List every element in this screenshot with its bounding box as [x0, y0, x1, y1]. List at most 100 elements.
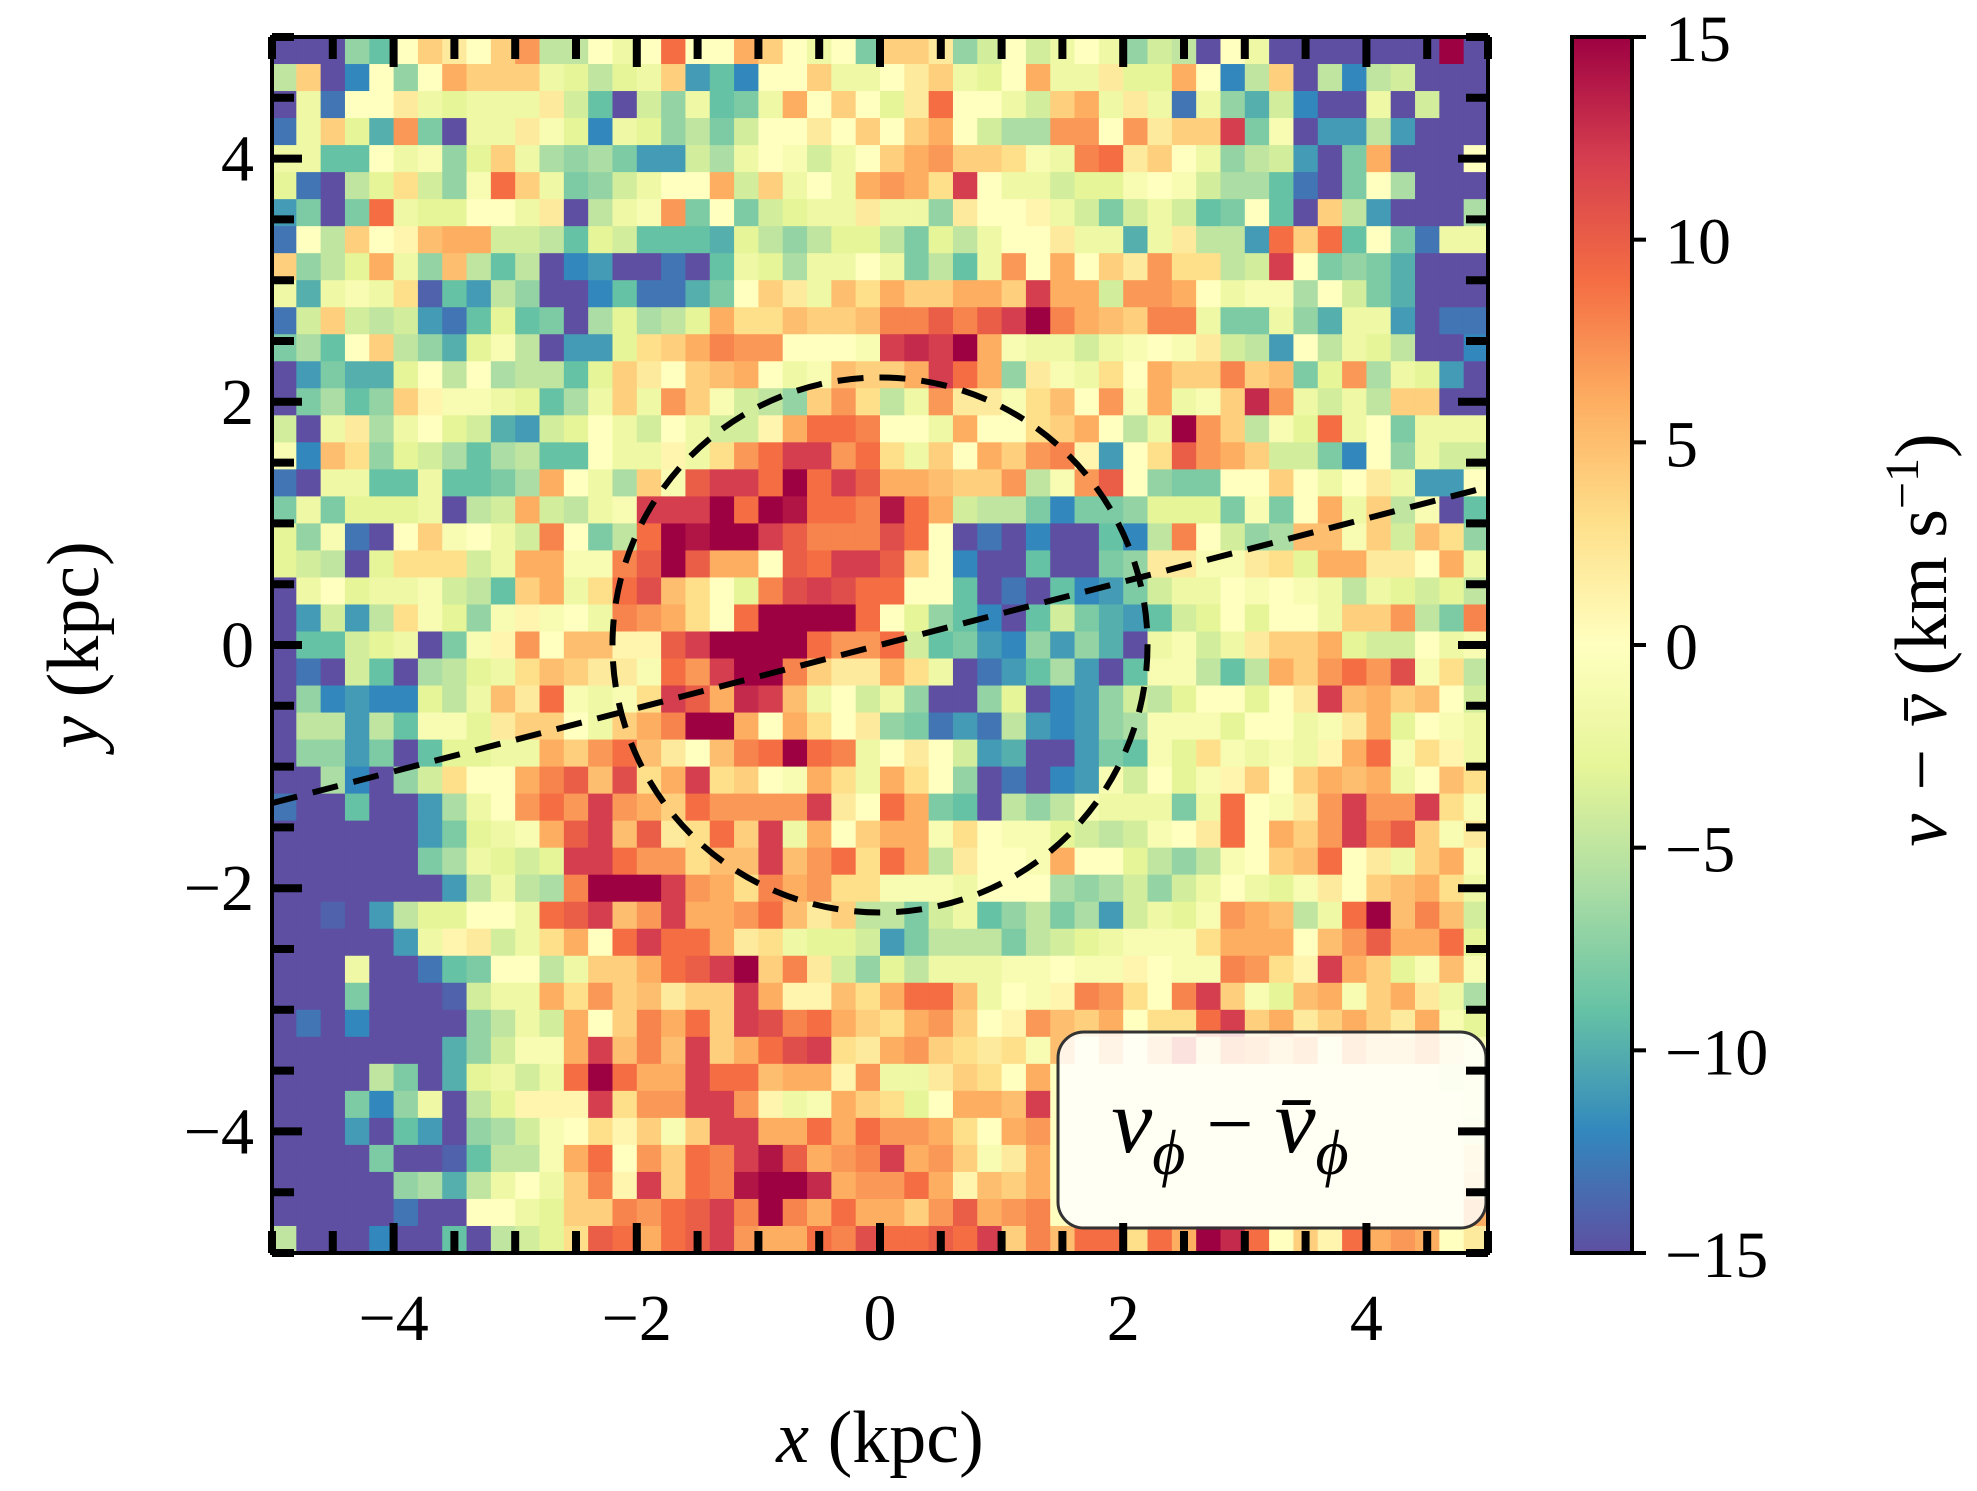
heatmap-cell — [880, 820, 905, 849]
heatmap-cell — [1317, 361, 1343, 389]
heatmap-cell — [539, 1009, 565, 1038]
heatmap-cell — [1098, 64, 1124, 92]
heatmap-cell — [588, 550, 614, 579]
heatmap-cell — [466, 577, 492, 606]
heatmap-cell — [539, 685, 565, 714]
heatmap-cell — [1244, 199, 1270, 227]
heatmap-cell — [1147, 766, 1173, 795]
heatmap-cell — [393, 253, 419, 281]
heatmap-cell — [661, 1090, 687, 1119]
heatmap-cell — [393, 685, 419, 714]
heatmap-cell — [515, 361, 541, 389]
heatmap-cell — [807, 739, 832, 768]
heatmap-cell — [563, 64, 589, 92]
heatmap-cell — [952, 334, 978, 362]
heatmap-cell — [1074, 145, 1100, 173]
heatmap-cell — [1366, 847, 1392, 876]
heatmap-cell — [855, 550, 881, 579]
heatmap-cell — [466, 388, 492, 416]
heatmap-cell — [1415, 739, 1440, 768]
heatmap-cell — [734, 820, 759, 849]
heatmap-cell — [539, 793, 565, 822]
heatmap-cell — [1220, 604, 1246, 633]
heatmap-cell — [1074, 739, 1100, 768]
heatmap-cell — [369, 334, 395, 362]
heatmap-cell — [952, 1009, 978, 1038]
heatmap-cell — [734, 226, 759, 254]
heatmap-cell — [807, 253, 832, 281]
heatmap-cell — [734, 496, 759, 524]
heatmap-cell — [1001, 1036, 1027, 1065]
heatmap-cell — [1293, 199, 1319, 227]
heatmap-cell — [442, 685, 468, 714]
heatmap-cell — [880, 739, 905, 768]
heatmap-cell — [1220, 496, 1246, 524]
heatmap-cell — [636, 820, 662, 849]
heatmap-cell — [1147, 199, 1173, 227]
heatmap-cell — [1366, 874, 1392, 903]
heatmap-cell — [904, 91, 930, 119]
heatmap-cell — [1025, 388, 1051, 416]
heatmap-cell — [831, 1090, 857, 1119]
heatmap-cell — [831, 766, 857, 795]
heatmap-cell — [1366, 307, 1392, 335]
heatmap-cell — [272, 253, 297, 281]
heatmap-cell — [831, 1144, 857, 1173]
heatmap-cell — [344, 685, 370, 714]
heatmap-cell — [296, 496, 322, 524]
heatmap-cell — [272, 415, 297, 443]
heatmap-cell — [588, 982, 614, 1011]
heatmap-cell — [1317, 253, 1343, 281]
heatmap-cell — [515, 901, 541, 930]
heatmap-cell — [685, 739, 711, 768]
heatmap-cell — [1342, 118, 1367, 146]
heatmap-cell — [515, 1171, 541, 1200]
heatmap-cell — [1317, 199, 1343, 227]
heatmap-cell — [442, 604, 468, 633]
heatmap-cell — [831, 1225, 857, 1254]
heatmap-cell — [296, 577, 322, 606]
heatmap-cell — [685, 199, 711, 227]
heatmap-cell — [734, 388, 759, 416]
heatmap-cell — [1171, 415, 1197, 443]
heatmap-cell — [515, 37, 541, 65]
heatmap-cell — [393, 712, 419, 741]
heatmap-cell — [417, 37, 443, 65]
heatmap-cell — [685, 361, 711, 389]
heatmap-cell — [977, 361, 1003, 389]
heatmap-cell — [1050, 1009, 1076, 1038]
heatmap-cell — [1342, 361, 1367, 389]
heatmap-cell — [296, 658, 322, 687]
heatmap-cell — [1317, 604, 1343, 633]
heatmap-cell — [758, 280, 784, 308]
heatmap-cell — [1317, 928, 1343, 957]
heatmap-cell — [880, 469, 905, 497]
colorbar-label-unit: (km s — [1881, 509, 1963, 676]
heatmap-cell — [1390, 91, 1416, 119]
heatmap-cell — [1342, 631, 1367, 660]
heatmap-cell — [515, 118, 541, 146]
heatmap-cell — [831, 388, 857, 416]
heatmap-cell — [880, 37, 905, 65]
heatmap-cell — [1050, 766, 1076, 795]
heatmap-cell — [782, 631, 808, 660]
heatmap-cell — [734, 955, 759, 984]
heatmap-cell — [636, 253, 662, 281]
heatmap-cell — [417, 1036, 443, 1065]
heatmap-cell — [758, 523, 784, 552]
heatmap-cell — [831, 550, 857, 579]
heatmap-cell — [393, 64, 419, 92]
heatmap-cell — [1463, 118, 1489, 146]
heatmap-cell — [1293, 253, 1319, 281]
heatmap-cell — [977, 955, 1003, 984]
heatmap-cell — [636, 307, 662, 335]
heatmap-cell — [320, 685, 346, 714]
heatmap-cell — [952, 1225, 978, 1254]
heatmap-cell — [952, 415, 978, 443]
colorbar-label-exp: −1 — [1876, 458, 1929, 509]
heatmap-cell — [1171, 928, 1197, 957]
heatmap-cell — [1390, 982, 1416, 1011]
heatmap-cell — [515, 550, 541, 579]
heatmap-cell — [539, 955, 565, 984]
heatmap-cell — [1439, 739, 1465, 768]
